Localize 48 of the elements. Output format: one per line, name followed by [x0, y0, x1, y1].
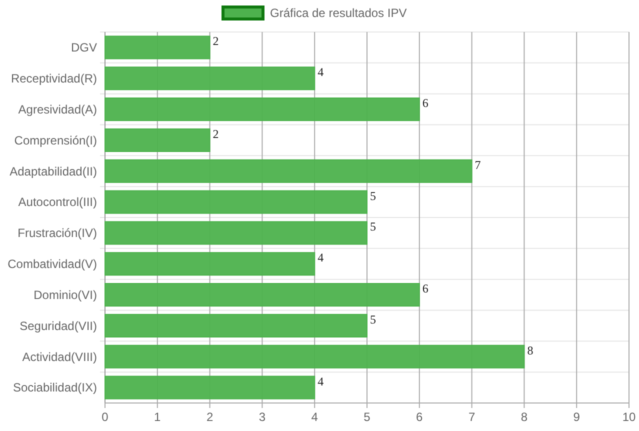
bar: [104, 128, 210, 152]
bar: [104, 98, 420, 122]
y-tick-label: Comprensión(I): [14, 133, 97, 148]
y-tick-label: Receptividad(R): [10, 72, 97, 86]
bar: [104, 344, 525, 368]
y-tick-label: Autocontrol(III): [18, 195, 97, 210]
data-label: 4: [318, 374, 324, 388]
x-tick-label: 1: [154, 410, 162, 424]
bar: [104, 66, 316, 90]
data-label: 7: [474, 158, 481, 172]
x-tick-label: 4: [311, 410, 318, 424]
y-tick-label: Adaptabilidad(II): [10, 164, 97, 178]
x-tick-label: 3: [258, 410, 266, 424]
x-tick-label: 7: [468, 410, 476, 424]
bar: [104, 221, 368, 245]
legend-label: Gráfica de resultados IPV: [270, 6, 407, 20]
data-label: 8: [527, 343, 534, 358]
bar: [104, 159, 472, 183]
y-tick-label: Dominio(VI): [34, 288, 97, 302]
x-tick-label: 10: [622, 410, 636, 424]
x-tick-label: 8: [520, 410, 528, 424]
x-tick-label: 0: [102, 410, 109, 424]
bar: [104, 314, 368, 338]
data-label: 2: [212, 34, 219, 48]
y-tick-label: DGV: [70, 40, 97, 55]
bar: [104, 283, 420, 307]
y-tick-label: Agresividad(A): [18, 102, 97, 116]
x-tick-label: 9: [573, 410, 580, 424]
bar: [104, 252, 316, 276]
y-tick-label: Combatividad(V): [8, 257, 97, 272]
x-tick-label: 2: [206, 410, 214, 424]
data-label: 4: [318, 65, 324, 80]
bar: [104, 376, 316, 400]
y-tick-label: Seguridad(VII): [20, 318, 97, 333]
data-label: 6: [422, 282, 428, 296]
y-tick-label: Frustración(IV): [18, 226, 97, 240]
x-tick-label: 6: [416, 410, 424, 424]
x-tick-label: 5: [364, 410, 371, 424]
y-tick-label: Sociabilidad(IX): [12, 380, 97, 395]
data-label: 2: [212, 126, 219, 141]
bar: [104, 190, 368, 214]
data-label: 5: [370, 220, 376, 234]
data-label: 5: [370, 312, 376, 326]
y-tick-label: Actividad(VIII): [22, 350, 97, 364]
data-label: 6: [422, 96, 428, 110]
bar: [104, 36, 210, 60]
data-label: 4: [318, 250, 324, 265]
data-label: 5: [370, 188, 376, 203]
